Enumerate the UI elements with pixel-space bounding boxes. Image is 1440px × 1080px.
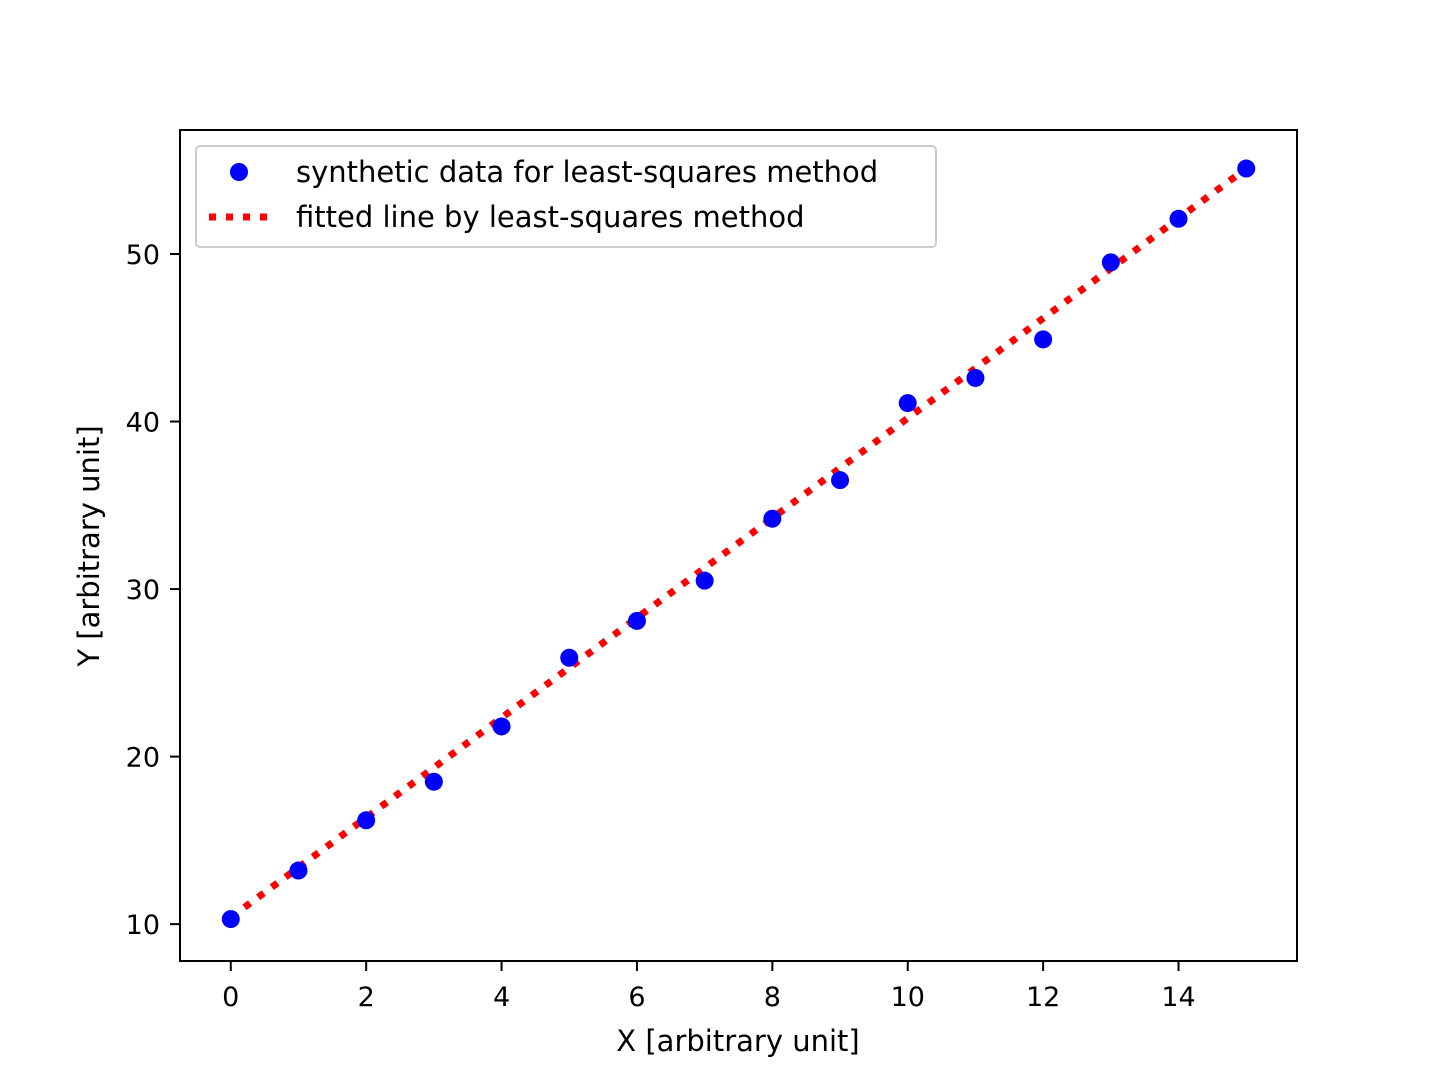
x-tick-label: 6: [628, 982, 645, 1013]
x-axis-label: X [arbitrary unit]: [616, 1024, 859, 1058]
data-point: [898, 394, 917, 413]
data-point: [831, 471, 850, 490]
data-point: [357, 811, 376, 830]
y-axis-label: Y [arbitrary unit]: [72, 425, 106, 667]
legend-label-line: fitted line by least-squares method: [296, 200, 805, 234]
data-point: [492, 717, 511, 736]
y-tick-label: 40: [126, 408, 160, 439]
x-tick-label: 14: [1161, 982, 1195, 1013]
data-point: [966, 368, 985, 387]
data-point: [1101, 253, 1120, 272]
plot-frame: [179, 129, 1298, 962]
ticks: 0 2 4 6 8 10 12 14 10 20 30 40 50: [126, 240, 1196, 1013]
data-point: [1034, 330, 1053, 349]
fitted-line: [228, 165, 1249, 921]
data-points-series: [221, 159, 1256, 929]
legend-marker-points: [230, 163, 248, 181]
y-tick-label: 20: [126, 743, 160, 774]
x-tick-label: 12: [1026, 982, 1060, 1013]
x-tick-label: 8: [764, 982, 781, 1013]
data-point: [763, 509, 782, 528]
data-point: [1237, 159, 1256, 178]
y-tick-label: 50: [126, 240, 160, 271]
data-point: [560, 648, 579, 667]
data-point: [1169, 209, 1188, 228]
data-point: [424, 772, 443, 791]
x-tick-label: 0: [222, 982, 239, 1013]
data-point: [221, 910, 240, 929]
legend-label-points: synthetic data for least-squares method: [296, 155, 878, 189]
x-tick-label: 4: [493, 982, 510, 1013]
data-point: [695, 571, 714, 590]
y-tick-label: 10: [126, 910, 160, 941]
fit-line-series: [228, 165, 1249, 921]
legend: synthetic data for least-squares method …: [195, 145, 937, 248]
legend-box: [195, 145, 937, 248]
data-point: [627, 611, 646, 630]
x-tick-label: 10: [891, 982, 925, 1013]
y-tick-label: 30: [126, 575, 160, 606]
data-point: [289, 861, 308, 880]
x-tick-label: 2: [358, 982, 375, 1013]
